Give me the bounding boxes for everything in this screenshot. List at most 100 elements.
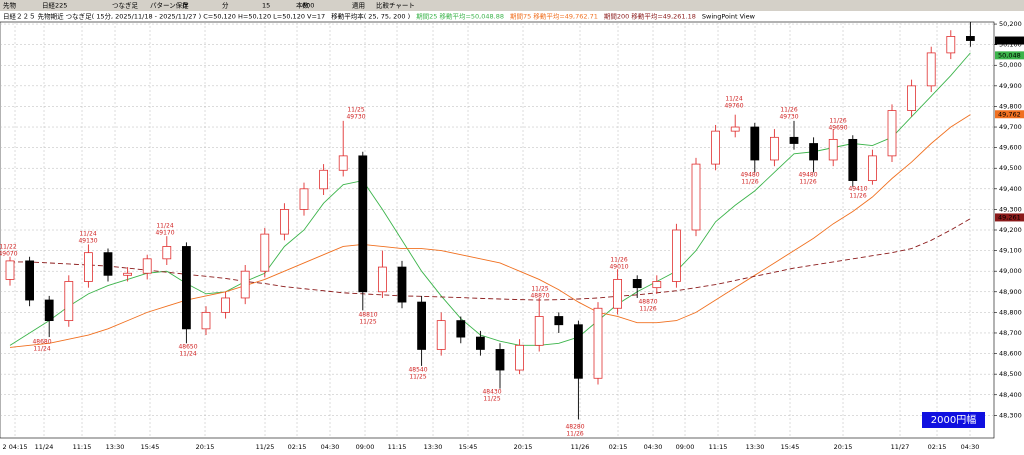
moving-average [9, 114, 971, 348]
candle-body [279, 209, 289, 235]
x-tick-label: 13:30 [746, 443, 765, 451]
candle-body [691, 163, 701, 231]
info-ma_title: 移動平均本( 25, 75, 200 ) [331, 12, 410, 21]
swing-label: 49730 [779, 114, 798, 121]
candle-body [436, 320, 446, 350]
toolbar-item: 比較チャート [376, 1, 415, 10]
candle-body [5, 260, 15, 280]
price-box [995, 36, 1024, 45]
candle-body [593, 307, 603, 379]
swing-label: 11/26 [799, 179, 816, 186]
toolbar-item: 本数 [296, 1, 310, 10]
swing-label: 11/25 [531, 286, 548, 293]
swing-label: 48430 [482, 389, 501, 396]
x-tick-label: 11:15 [709, 443, 728, 451]
y-tick-label: 49,400 [999, 185, 1022, 193]
swing-label: 11/25 [347, 107, 364, 114]
info-line: 日経２２５ 先物期近 つなぎ足( 15分, 2025/11/18 - 2025/… [3, 12, 756, 21]
candle-body [25, 260, 35, 301]
price-box [995, 110, 1024, 119]
x-tick-label: 02:15 [609, 443, 628, 451]
x-tick-label: 02:15 [288, 443, 307, 451]
x-tick-label: 11:15 [73, 443, 92, 451]
y-tick-label: 49,100 [999, 247, 1022, 255]
x-tick-label: 15:45 [781, 443, 800, 451]
y-tick-label: 50,000 [999, 61, 1022, 69]
candle-body [946, 36, 956, 54]
candle-body [672, 229, 681, 282]
candle-body [887, 110, 897, 157]
x-tick-label: 20:15 [196, 443, 215, 451]
swing-label: 11/26 [610, 257, 627, 264]
candle-body [240, 270, 250, 299]
candle-body [417, 301, 427, 350]
candle-body [730, 126, 740, 132]
y-tick-label: 50,200 [999, 20, 1022, 28]
toolbar-item: 15 [262, 2, 270, 10]
y-tick-label: 49,900 [999, 82, 1022, 90]
toolbar-item: 日経225 [42, 1, 67, 10]
x-tick-label: 11/24 [35, 443, 54, 451]
candle-body [750, 126, 760, 161]
candle-body [495, 349, 505, 371]
swing-label: 49170 [155, 230, 174, 237]
y-tick-label: 48,900 [999, 288, 1022, 296]
y-tick-label: 49,700 [999, 123, 1022, 131]
x-tick-label: 20:15 [514, 443, 533, 451]
candle-body [319, 169, 329, 190]
swing-label: 11/26 [639, 306, 656, 313]
candle-body [338, 155, 348, 171]
y-tick-label: 49,200 [999, 226, 1022, 234]
toolbar-item: 足 [182, 2, 189, 10]
candle-body [397, 266, 407, 303]
x-tick-label: 09:00 [676, 443, 695, 451]
y-tick-label: 48,400 [999, 391, 1022, 399]
candle-body [358, 155, 368, 293]
price-box-label: 50,120 [998, 37, 1021, 45]
swing-label: 11/25 [483, 396, 500, 403]
swing-label: 49480 [798, 172, 817, 179]
candle-body [475, 336, 485, 350]
toolbar-item: つなぎ足 [112, 1, 139, 10]
swing-label: 49410 [848, 186, 867, 193]
x-tick-label: 20:15 [834, 443, 853, 451]
swing-label: 11/24 [33, 346, 50, 353]
moving-average [10, 218, 971, 301]
toolbar [0, 0, 1024, 11]
x-tick-label: 2 04:15 [3, 443, 28, 451]
toolbar-item: パターン保存 [150, 1, 189, 10]
price-box [995, 51, 1024, 60]
candle-body [534, 316, 544, 346]
toolbar-item: 分 [222, 1, 229, 10]
candle-body [181, 246, 191, 330]
candle-body [711, 130, 720, 165]
price-box [995, 213, 1024, 222]
toolbar-item: 先物 [3, 1, 17, 10]
candle-body [848, 138, 858, 181]
range-box [922, 412, 985, 428]
x-tick-label: 09:00 [356, 443, 375, 451]
candle-body [84, 252, 93, 282]
x-tick-label: 04:30 [644, 443, 663, 451]
swing-label: 11/26 [566, 431, 583, 438]
y-tick-label: 48,300 [999, 411, 1022, 419]
x-tick-label: 02:15 [928, 443, 947, 451]
swing-label: 11/26 [741, 179, 758, 186]
x-tick-label: 11/26 [571, 443, 590, 451]
y-tick-label: 49,800 [999, 102, 1022, 110]
candle-body [770, 136, 779, 161]
swing-label: 49070 [0, 251, 18, 258]
swing-label: 11/26 [780, 107, 797, 114]
swing-label: 48540 [408, 367, 427, 374]
candle-body [926, 52, 936, 87]
candle-body [828, 138, 838, 161]
candle-body [515, 344, 524, 371]
swing-label: 11/26 [829, 118, 846, 125]
swing-label: 48870 [638, 299, 657, 306]
x-tick-label: 11/27 [891, 443, 910, 451]
x-tick-label: 13:30 [424, 443, 443, 451]
swing-label: 11/26 [849, 193, 866, 200]
candle-body [613, 279, 622, 309]
range-label: 2000円幅 [931, 413, 976, 426]
swing-label: 48870 [530, 293, 549, 300]
